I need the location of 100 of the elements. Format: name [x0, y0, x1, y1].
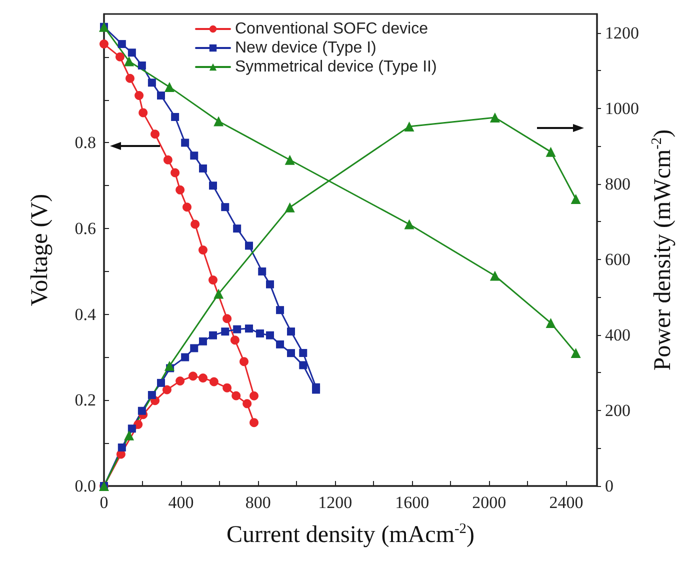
point [190, 220, 200, 229]
point [163, 155, 172, 164]
point [250, 391, 259, 400]
point [190, 344, 198, 352]
point [115, 52, 124, 62]
y2-tick-label: 600 [605, 250, 630, 269]
point [222, 314, 232, 324]
point [245, 324, 254, 333]
point [233, 325, 242, 334]
y2-tick-label: 200 [605, 400, 630, 420]
point [171, 112, 180, 121]
point [164, 82, 174, 92]
point [570, 194, 581, 204]
x-tick-label: 2400 [549, 493, 584, 512]
point [124, 56, 134, 66]
point [233, 224, 242, 233]
point [190, 152, 198, 160]
point [258, 267, 266, 276]
point [570, 348, 581, 358]
point [128, 424, 136, 433]
point [276, 340, 284, 348]
x-tick-label: 2000 [472, 493, 506, 512]
point [299, 361, 308, 370]
point [138, 108, 148, 118]
point [209, 331, 217, 340]
point [404, 122, 414, 132]
point [250, 418, 259, 428]
point [181, 353, 190, 362]
point [164, 360, 174, 371]
point [209, 182, 217, 190]
x-tick-label: 400 [168, 493, 194, 512]
point [221, 203, 230, 212]
point [266, 331, 274, 340]
y2-tick-label: 400 [605, 325, 630, 344]
point [209, 377, 218, 386]
point [312, 386, 320, 394]
point [134, 91, 144, 100]
point [222, 383, 232, 392]
point [128, 48, 136, 57]
point [286, 349, 295, 358]
point [124, 430, 134, 440]
point [198, 246, 208, 254]
point [176, 376, 185, 386]
point [230, 336, 240, 345]
y-axis-title: Voltage (V) [27, 194, 53, 306]
point [404, 219, 414, 230]
point [138, 406, 146, 415]
point [284, 202, 295, 212]
point [198, 374, 208, 383]
point [286, 328, 295, 336]
point [198, 164, 207, 172]
point [240, 357, 249, 366]
point [181, 138, 190, 147]
point [256, 329, 264, 338]
point [232, 391, 241, 400]
legend-label: Conventional SOFC device [235, 20, 428, 38]
y-tick-label: 0.8 [74, 133, 96, 152]
point [188, 372, 198, 381]
point [126, 74, 134, 83]
point [138, 61, 146, 70]
point [266, 280, 274, 288]
point [546, 318, 556, 328]
point [176, 185, 185, 194]
point [182, 202, 192, 212]
point [490, 112, 500, 122]
point [100, 40, 108, 49]
y-tick-label: 0.2 [74, 390, 96, 410]
legend-label: New device (Type I) [235, 40, 376, 56]
point [546, 146, 556, 157]
y-tick-label: 0.6 [74, 219, 96, 238]
point [148, 391, 156, 399]
point [276, 306, 284, 314]
y2-axis-title: Power density (mWcm-2) [648, 129, 676, 371]
point [157, 92, 166, 100]
point [245, 242, 254, 250]
point [490, 270, 500, 281]
point [150, 130, 160, 139]
point [299, 348, 308, 357]
point [214, 288, 224, 299]
point [157, 378, 166, 387]
point [284, 154, 295, 165]
y2-tick-label: 800 [605, 174, 630, 194]
x-tick-label: 800 [245, 493, 271, 512]
point [214, 116, 224, 126]
point [170, 168, 180, 178]
y-tick-label: 0.0 [74, 476, 96, 496]
point [221, 328, 230, 336]
x-tick-label: 1200 [318, 493, 352, 512]
point [118, 443, 126, 452]
point [162, 385, 172, 394]
legend-label: Symmetrical device (Type II) [235, 58, 437, 76]
point [208, 276, 218, 285]
y-tick-label: 0.4 [74, 304, 96, 324]
y2-tick-label: 1200 [605, 23, 639, 42]
point [242, 399, 252, 408]
y2-tick-label: 1000 [605, 98, 639, 118]
x-tick-label: 1600 [395, 493, 430, 512]
point [198, 337, 207, 346]
point [148, 78, 156, 87]
x-tick-label: 0 [100, 493, 108, 512]
